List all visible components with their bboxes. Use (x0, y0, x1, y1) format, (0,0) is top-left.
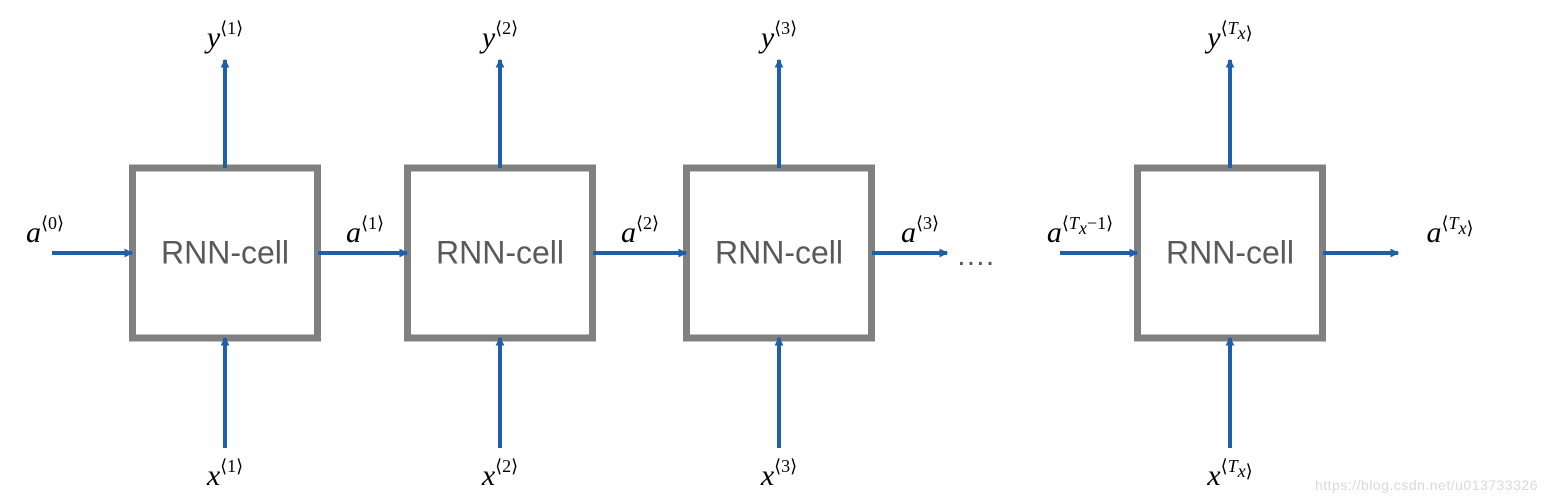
a-label-1: a⟨1⟩ (346, 213, 384, 249)
ellipsis: …. (956, 239, 994, 272)
y-label-2: y⟨2⟩ (479, 18, 518, 54)
watermark: https://blog.csdn.net/u013733326 (1315, 477, 1538, 493)
a-pre-last-label: a⟨Tx−1⟩ (1047, 213, 1113, 249)
x-label-4: x⟨Tx⟩ (1206, 456, 1252, 492)
a0-label: a⟨0⟩ (26, 213, 64, 249)
x-label-3: x⟨3⟩ (760, 456, 797, 492)
a-final-label: a⟨Tx⟩ (1426, 213, 1473, 249)
x-label-1: x⟨1⟩ (206, 456, 243, 492)
x-label-2: x⟨2⟩ (481, 456, 518, 492)
a-label-3: a⟨3⟩ (901, 213, 939, 249)
rnn-cell-label-4: RNN-cell (1166, 234, 1294, 270)
y-label-4: y⟨Tx⟩ (1204, 18, 1252, 54)
y-label-1: y⟨1⟩ (204, 18, 243, 54)
rnn-cell-label-1: RNN-cell (161, 234, 289, 270)
rnn-cell-label-2: RNN-cell (436, 234, 564, 270)
y-label-3: y⟨3⟩ (758, 18, 797, 54)
rnn-forward-diagram: RNN-cell y⟨1⟩ x⟨1⟩ RNN-cell y⟨2⟩ x⟨2⟩ RNN-cell… (0, 0, 1558, 504)
a-label-2: a⟨2⟩ (621, 213, 659, 249)
rnn-cell-label-3: RNN-cell (715, 234, 843, 270)
